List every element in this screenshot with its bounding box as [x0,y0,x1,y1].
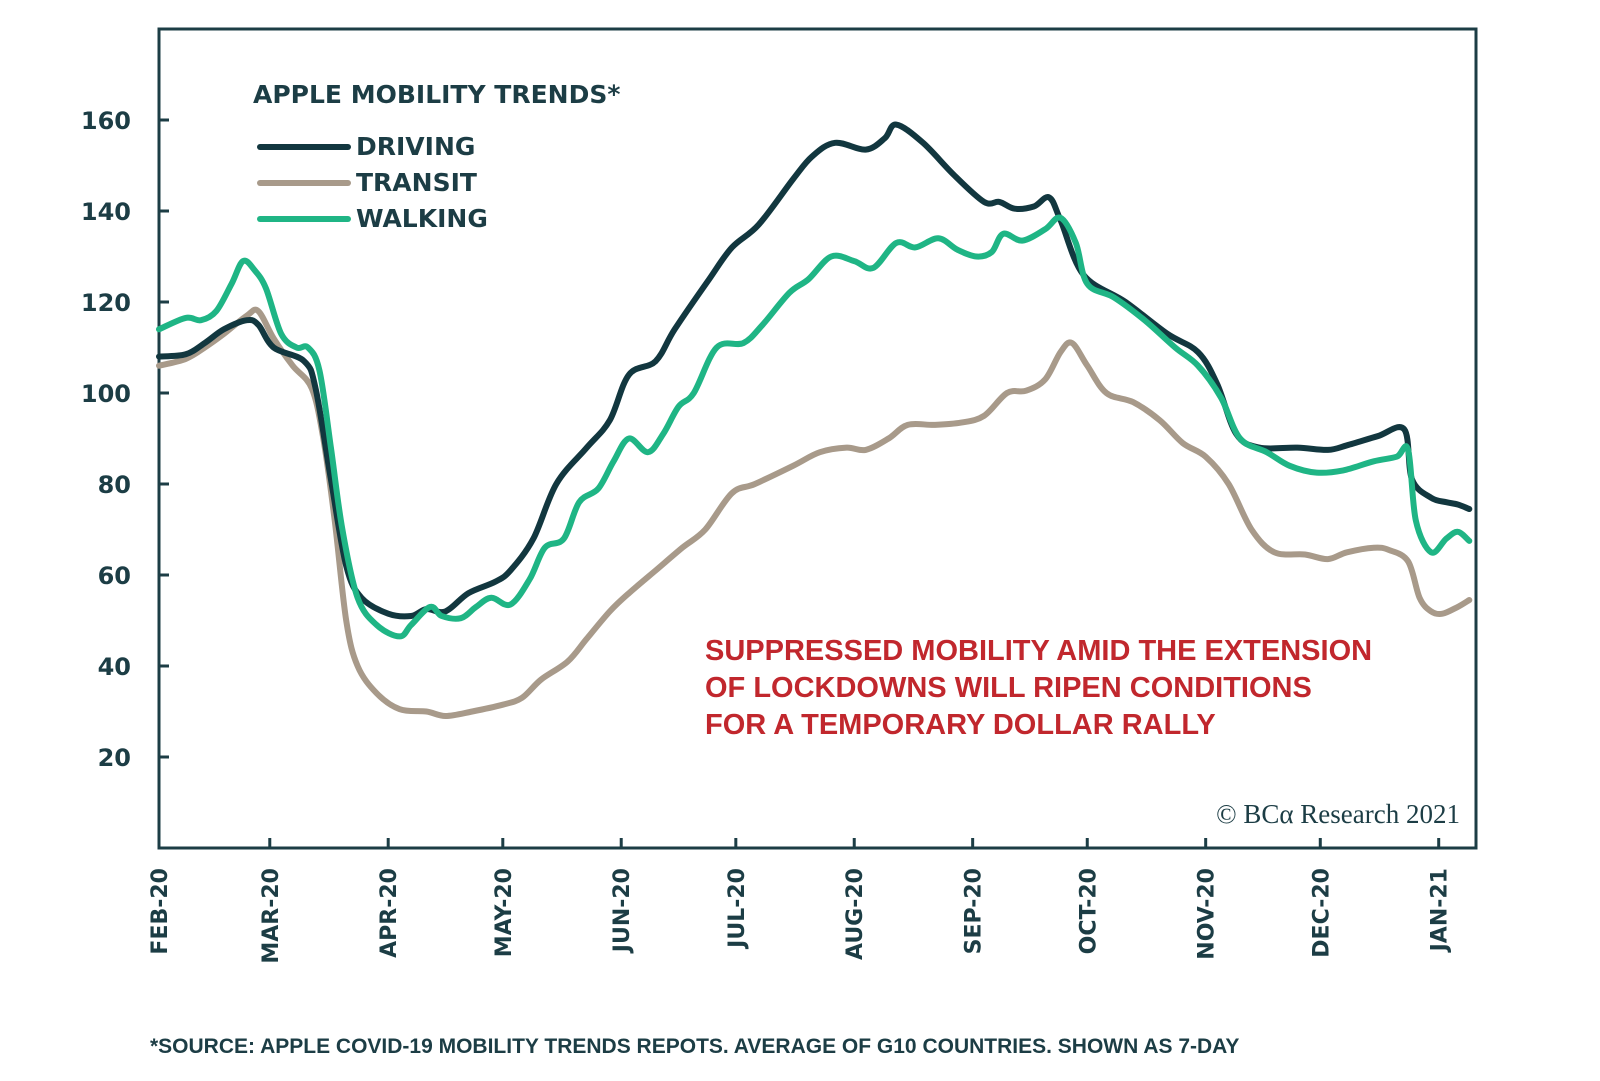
x-tick-label: MAR-20 [259,868,284,964]
y-tick-label: 40 [98,653,131,681]
series-line-driving [156,121,1473,620]
legend-label-transit: TRANSIT [356,168,477,197]
y-tick-label: 60 [98,562,131,590]
x-tick-label: DEC-20 [1309,868,1334,958]
annotation-line-3: FOR A TEMPORARY DOLLAR RALLY [705,709,1216,741]
footnote: *SOURCE: APPLE COVID-19 MOBILITY TRENDS … [150,1035,1239,1058]
x-tick-label: SEP-20 [962,868,987,954]
series-line-walking [156,214,1473,640]
y-tick-label: 120 [81,289,131,317]
series-layer [156,121,1473,719]
x-tick-label: OCT-20 [1076,868,1101,954]
legend-label-driving: DRIVING [356,132,475,161]
copyright: © BCα Research 2021 [1216,799,1460,829]
annotation-line-2: OF LOCKDOWNS WILL RIPEN CONDITIONS [705,672,1312,704]
plot-frame [157,27,1478,850]
y-axis: 20 40 60 80 100 120 140 160 [81,107,169,772]
x-tick-label: APR-20 [377,868,402,958]
x-axis: FEB-20 MAR-20 APR-20 MAY-20 JUN-20 JUL-20 AUG-… [148,838,1453,964]
x-tick-label: NOV-20 [1195,868,1220,960]
series-line-transit [156,306,1473,719]
x-tick-label: AUG-20 [843,868,868,960]
y-tick-label: 140 [81,198,131,226]
x-tick-label: FEB-20 [148,868,173,955]
x-tick-label: JUL-20 [725,868,750,950]
annotation-line-1: SUPPRESSED MOBILITY AMID THE EXTENSION [705,635,1372,667]
legend: APPLE MOBILITY TRENDS* DRIVING TRANSIT W… [253,80,620,233]
annotation: SUPPRESSED MOBILITY AMID THE EXTENSION O… [705,635,1372,741]
x-tick-label: JAN-21 [1428,868,1453,953]
y-tick-label: 20 [98,744,131,772]
y-tick-label: 160 [81,107,131,135]
legend-title: APPLE MOBILITY TRENDS* [253,80,620,109]
x-tick-label: JUN-20 [610,868,635,954]
x-tick-label: MAY-20 [492,868,517,957]
y-tick-label: 80 [98,471,131,499]
legend-label-walking: WALKING [356,204,488,233]
y-tick-label: 100 [81,380,131,408]
